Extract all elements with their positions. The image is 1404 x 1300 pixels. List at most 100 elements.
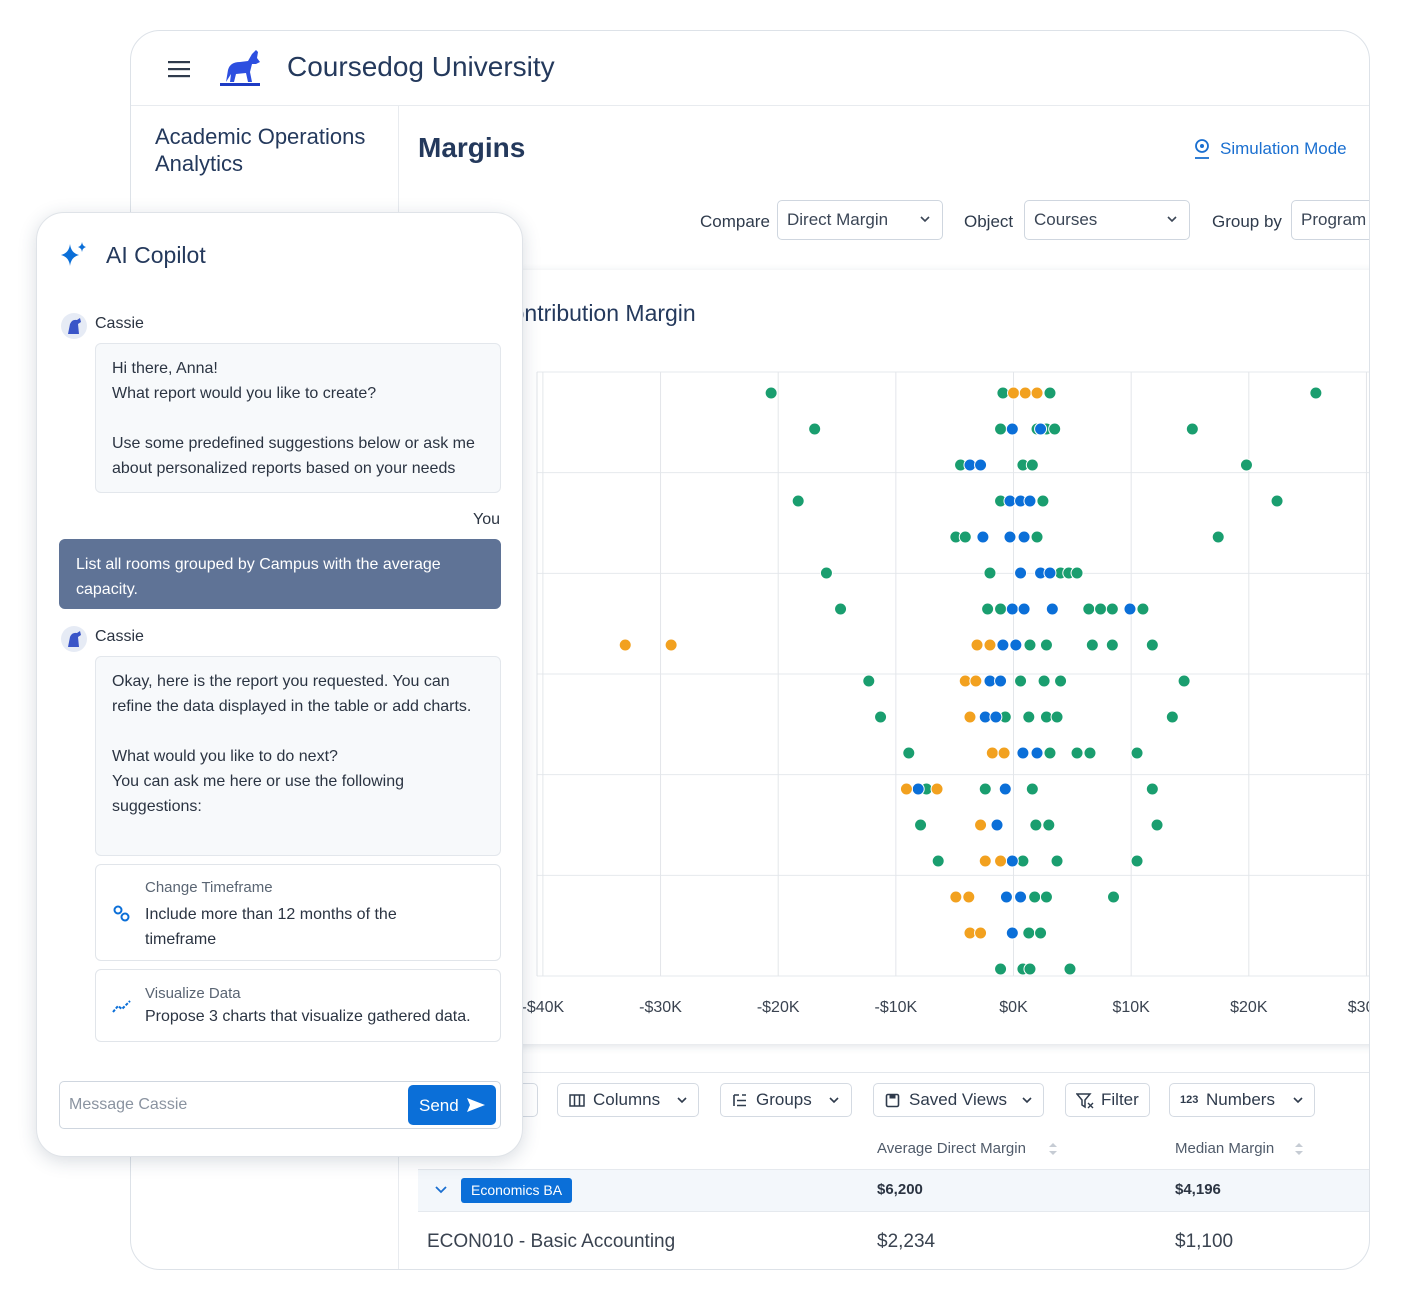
menu-icon[interactable]: [166, 58, 192, 80]
dot: [994, 854, 1008, 868]
settings-icon: [113, 905, 130, 922]
send-button[interactable]: Send: [408, 1085, 496, 1125]
column-header[interactable]: Median Margin: [1175, 1140, 1275, 1157]
dot: [1022, 710, 1036, 724]
message-author: You: [473, 511, 500, 528]
dot: [1070, 746, 1084, 760]
dot: [1003, 530, 1017, 544]
dot: [1165, 710, 1179, 724]
filter-label: Compare: [700, 212, 770, 231]
suggestion-text: Propose 3 charts that visualize gathered…: [145, 1008, 471, 1025]
dot: [1029, 818, 1043, 832]
chart-card: [418, 270, 1369, 1044]
dot: [902, 746, 916, 760]
toolbar-button[interactable]: Columns: [557, 1083, 699, 1117]
header-divider: [131, 105, 1369, 106]
dot: [1145, 782, 1159, 796]
dot: [1042, 818, 1056, 832]
dot: [914, 818, 928, 832]
message-input[interactable]: Message Cassie Send: [59, 1081, 501, 1129]
button-label: Filter: [1101, 1090, 1139, 1109]
dot: [1070, 566, 1084, 580]
dot: [1105, 602, 1119, 616]
group-value: $6,200: [877, 1181, 923, 1198]
dot: [1005, 422, 1019, 436]
filter-select[interactable]: Program: [1291, 200, 1369, 240]
dot: [1030, 746, 1044, 760]
message-bubble: Okay, here is the report you requested. …: [95, 656, 501, 856]
numbers-icon: 123: [1180, 1094, 1199, 1106]
dot: [1023, 494, 1037, 508]
dot: [1022, 926, 1036, 940]
dot: [1025, 458, 1039, 472]
dot: [819, 566, 833, 580]
dot: [1054, 674, 1068, 688]
dot: [1045, 602, 1059, 616]
dot: [1185, 422, 1199, 436]
x-tick-label: -$40K: [522, 999, 565, 1016]
filter-select[interactable]: Courses: [1024, 200, 1190, 240]
dot: [1005, 602, 1019, 616]
dot: [1014, 674, 1028, 688]
filter-label: Object: [964, 212, 1014, 231]
dot: [1016, 746, 1030, 760]
dot: [874, 710, 888, 724]
sort-icon[interactable]: [1047, 1141, 1059, 1157]
dot: [994, 962, 1008, 976]
dot: [997, 746, 1011, 760]
dot: [1270, 494, 1284, 508]
x-tick-label: -$30K: [639, 999, 682, 1016]
filter-label: Group by: [1212, 212, 1282, 231]
column-header[interactable]: Average Direct Margin: [877, 1140, 1026, 1157]
suggestion-card[interactable]: Visualize Data Propose 3 charts that vis…: [95, 969, 501, 1042]
dot: [996, 638, 1010, 652]
chevron: [677, 1097, 687, 1104]
dot: [911, 782, 925, 796]
sort-icon[interactable]: [1293, 1141, 1305, 1157]
dot: [999, 890, 1013, 904]
filter-value: Direct Margin: [787, 210, 889, 229]
dot: [1063, 962, 1077, 976]
dot: [618, 638, 632, 652]
table-cell: $1,100: [1175, 1231, 1234, 1252]
table-cell: $2,234: [877, 1231, 936, 1252]
x-tick-label: $30K: [1348, 999, 1370, 1016]
dot: [834, 602, 848, 616]
dot: [1009, 638, 1023, 652]
table-cell: ECON010 - Basic Accounting: [427, 1231, 676, 1252]
x-tick-label: $20K: [1230, 999, 1268, 1016]
simulation-mode[interactable]: Simulation Mode: [1220, 139, 1347, 158]
chart-icon: [112, 1000, 131, 1013]
dot: [1034, 422, 1048, 436]
filter-select[interactable]: Direct Margin: [777, 200, 943, 240]
dot: [1043, 746, 1057, 760]
dot: [664, 638, 678, 652]
dot: [1028, 890, 1042, 904]
dot: [994, 422, 1008, 436]
dot: [969, 674, 983, 688]
dot: [899, 782, 913, 796]
filter-value: Courses: [1034, 210, 1098, 229]
dot: [974, 818, 988, 832]
toolbar-button[interactable]: Filter: [1065, 1083, 1150, 1117]
dot: [976, 530, 990, 544]
dot: [1017, 602, 1031, 616]
dot: [963, 710, 977, 724]
dot: [1309, 386, 1323, 400]
chevron: [920, 216, 930, 223]
dot: [1130, 746, 1144, 760]
chart-title: Contribution Margin: [495, 300, 696, 326]
toolbar-button[interactable]: Groups: [720, 1083, 852, 1117]
toolbar-button[interactable]: 123 Numbers: [1169, 1083, 1315, 1117]
dot: [1136, 602, 1150, 616]
dot: [1023, 962, 1037, 976]
input-placeholder: Message Cassie: [69, 1096, 188, 1113]
collapse-icon[interactable]: [435, 1186, 447, 1194]
group-row: [418, 1169, 1369, 1212]
dot: [1211, 530, 1225, 544]
copilot-title: AI Copilot: [106, 242, 206, 268]
dot: [974, 458, 988, 472]
suggestion-card[interactable]: Change Timeframe Include more than 12 mo…: [95, 864, 501, 961]
toolbar-button[interactable]: Saved Views: [873, 1083, 1044, 1117]
dot: [1037, 674, 1051, 688]
